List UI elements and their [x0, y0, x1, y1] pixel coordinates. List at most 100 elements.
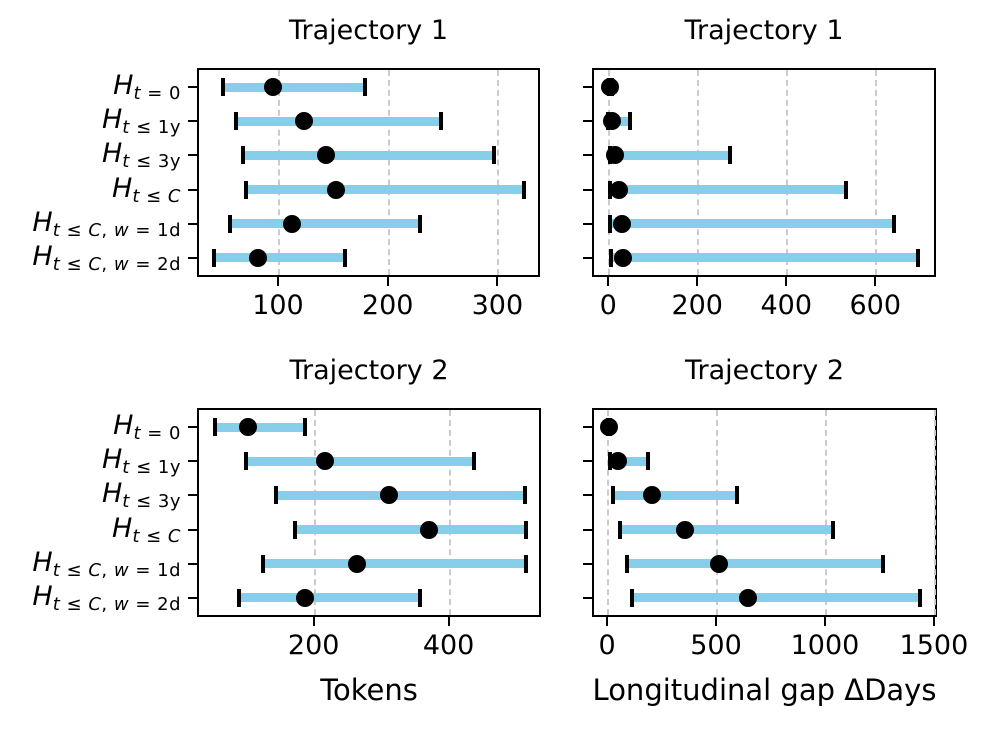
- y-axis-tick: [583, 562, 592, 565]
- range-bar: [246, 185, 524, 195]
- y-axis-tick: [583, 528, 592, 531]
- category-symbol: H: [32, 546, 53, 578]
- range-bar: [239, 593, 420, 603]
- range-cap-min: [244, 180, 249, 199]
- range-bar: [215, 422, 305, 432]
- range-cap-max: [417, 214, 422, 233]
- median-dot: [599, 418, 618, 437]
- range-cap-min: [237, 588, 242, 607]
- category-subscript: t = 0: [133, 83, 181, 105]
- median-dot: [283, 214, 302, 233]
- gridline: [786, 70, 788, 275]
- median-dot: [676, 520, 695, 539]
- category-label: Ht = 0: [0, 411, 181, 443]
- range-cap-min: [221, 78, 226, 97]
- median-dot: [327, 180, 346, 199]
- category-subscript: t = 0: [133, 423, 181, 445]
- category-subscript: t ≤ 1y: [122, 117, 181, 139]
- x-tick-label: 1500: [899, 630, 969, 661]
- range-cap-max: [891, 214, 896, 233]
- median-dot: [239, 418, 258, 437]
- category-symbol: H: [101, 138, 123, 170]
- range-bar: [610, 456, 648, 466]
- x-tick-label: 400: [760, 290, 813, 321]
- plot-title: Trajectory 1: [288, 15, 449, 46]
- range-bar: [275, 490, 525, 500]
- y-axis-tick: [188, 154, 197, 157]
- x-tick-label: 100: [252, 290, 304, 321]
- gridline: [497, 70, 499, 275]
- range-cap-min: [234, 112, 239, 131]
- median-dot: [605, 146, 624, 165]
- median-dot: [602, 112, 621, 131]
- range-cap-min: [213, 418, 218, 437]
- range-cap-min: [611, 486, 616, 505]
- y-axis-tick: [188, 426, 197, 429]
- y-axis-tick: [188, 494, 197, 497]
- y-axis-tick: [188, 120, 197, 123]
- y-axis-tick: [583, 154, 592, 157]
- x-tick-label: 300: [471, 290, 524, 321]
- median-dot: [610, 180, 629, 199]
- y-axis-tick: [188, 188, 197, 191]
- gridline: [314, 410, 316, 615]
- median-dot: [295, 588, 314, 607]
- y-axis-tick: [583, 222, 592, 225]
- category-symbol: H: [32, 240, 53, 272]
- category-label: Ht ≤ C, w = 1d: [0, 546, 181, 581]
- range-cap-min: [244, 452, 249, 471]
- median-dot: [380, 486, 399, 505]
- range-bar: [263, 559, 526, 569]
- range-bar: [632, 593, 921, 603]
- range-cap-max: [523, 554, 528, 573]
- y-axis-tick: [583, 256, 592, 259]
- y-axis-tick: [583, 120, 592, 123]
- x-axis-tick: [715, 617, 718, 626]
- range-cap-max: [492, 146, 497, 165]
- range-bar: [610, 219, 894, 229]
- category-subscript: t ≤ 3y: [122, 151, 181, 173]
- category-label: Ht ≤ C: [0, 513, 181, 546]
- plot-title: Trajectory 1: [684, 15, 844, 46]
- x-axis-tick: [606, 617, 609, 626]
- median-dot: [608, 452, 627, 471]
- median-dot: [317, 146, 336, 165]
- category-subscript: t ≤ C, w = 1d: [52, 559, 181, 581]
- category-label: Ht = 0: [0, 71, 181, 103]
- y-axis-tick: [583, 188, 592, 191]
- median-dot: [642, 486, 661, 505]
- x-tick-label: 0: [599, 290, 617, 321]
- category-symbol: H: [113, 70, 134, 102]
- category-symbol: H: [101, 104, 123, 136]
- median-dot: [739, 588, 758, 607]
- median-dot: [612, 214, 631, 233]
- range-cap-max: [522, 486, 527, 505]
- category-symbol: H: [112, 172, 133, 204]
- x-tick-label: 200: [671, 290, 723, 321]
- median-dot: [601, 78, 620, 97]
- range-cap-min: [617, 520, 622, 539]
- gridline: [607, 410, 609, 615]
- x-axis-tick: [823, 617, 826, 626]
- gridline: [608, 70, 610, 275]
- y-axis-tick: [188, 222, 197, 225]
- category-symbol: H: [101, 444, 123, 476]
- x-tick-label: 0: [598, 630, 616, 661]
- x-axis-tick: [312, 617, 315, 626]
- range-cap-max: [521, 180, 526, 199]
- range-cap-min: [608, 214, 613, 233]
- gridline: [934, 410, 936, 615]
- y-axis-tick: [583, 86, 592, 89]
- range-cap-max: [302, 418, 307, 437]
- range-cap-max: [844, 180, 849, 199]
- category-subscript: t ≤ C, w = 1d: [52, 219, 181, 241]
- range-cap-max: [727, 146, 732, 165]
- plot-title: Trajectory 2: [289, 355, 449, 386]
- x-axis-tick: [447, 617, 450, 626]
- range-bar: [610, 150, 730, 160]
- category-label: Ht ≤ C, w = 2d: [0, 240, 181, 274]
- plot-area-bottom-left: [197, 408, 541, 617]
- range-cap-min: [630, 588, 635, 607]
- x-axis-tick: [932, 617, 935, 626]
